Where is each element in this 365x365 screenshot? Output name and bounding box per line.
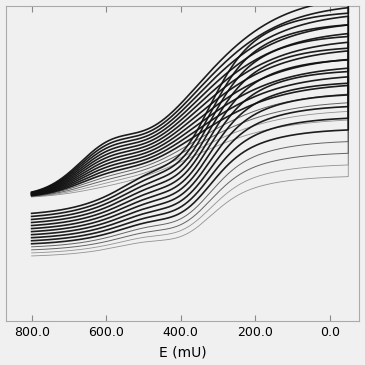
X-axis label: E (mU): E (mU) — [159, 345, 206, 360]
